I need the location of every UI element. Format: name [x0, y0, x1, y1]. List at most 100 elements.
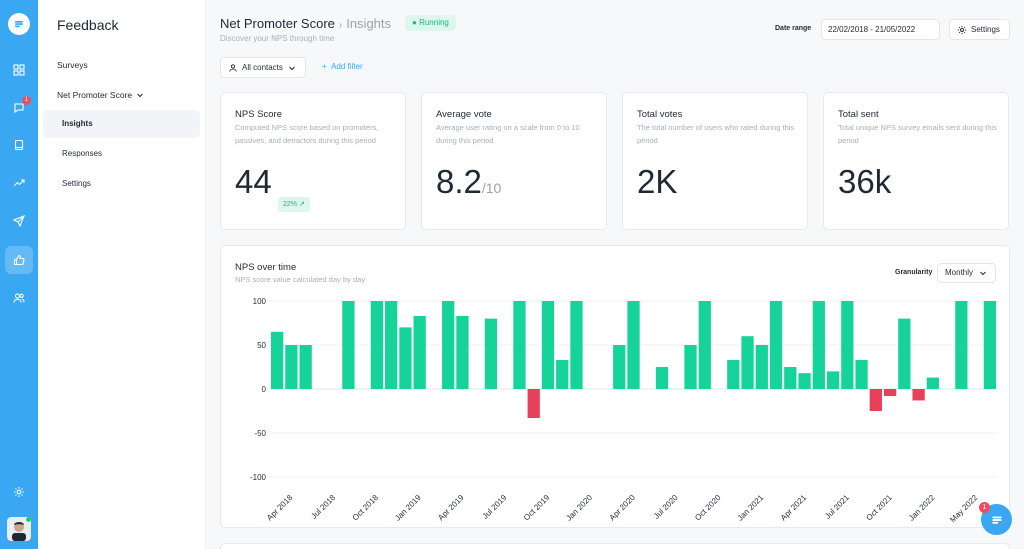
chart-bar — [442, 301, 455, 389]
x-tick-label: Apr 2018 — [265, 493, 295, 523]
chart-bar — [684, 345, 697, 389]
delta-value: 22% — [283, 201, 298, 208]
gear-icon[interactable] — [5, 478, 33, 506]
y-tick-label: 50 — [257, 341, 266, 350]
chart-bar — [741, 336, 754, 389]
total-votes-card: Total votes The total number of users wh… — [622, 92, 808, 230]
x-tick-label: May 2022 — [948, 493, 980, 525]
page-title: Net Promoter Score › Insights — [220, 16, 391, 31]
settings-button-label: Settings — [971, 25, 1000, 34]
granularity-label: Granularity — [895, 269, 933, 276]
chart-bar — [342, 301, 355, 389]
chat-icon[interactable]: 1 — [5, 94, 33, 122]
card-title: Total sent — [838, 109, 879, 120]
chart-bar — [912, 389, 925, 401]
arrow-up-right-icon: ↗ — [298, 201, 305, 208]
chart-bar — [399, 327, 412, 389]
card-description: Total unique NPS survey emails sent duri… — [838, 123, 997, 145]
sidebar-item-settings[interactable]: Settings — [62, 179, 91, 188]
chart-bar — [513, 301, 526, 389]
chart-bar — [784, 367, 797, 389]
settings-button[interactable]: Settings — [949, 19, 1010, 40]
chart-bar — [627, 301, 640, 389]
chart-bar — [755, 345, 768, 389]
chart-bar — [926, 377, 939, 389]
notification-badge: 1 — [22, 96, 31, 105]
card-description: Computed NPS score based on promoters, p… — [235, 123, 379, 145]
sidebar-section-nps[interactable]: Net Promoter Score — [57, 90, 144, 100]
chart-bar — [955, 301, 968, 389]
book-icon[interactable] — [5, 131, 33, 159]
chart-bar — [484, 318, 498, 389]
sidebar-item-surveys[interactable]: Surveys — [57, 60, 88, 70]
card-title: NPS Score — [235, 109, 282, 120]
chat-badge: 1 — [979, 502, 990, 513]
nps-score-card: NPS Score Computed NPS score based on pr… — [220, 92, 406, 230]
x-tick-label: Jan 2019 — [393, 493, 423, 523]
y-tick-label: 100 — [253, 297, 267, 306]
x-tick-label: Jul 2019 — [481, 493, 509, 521]
trending-icon[interactable] — [5, 169, 33, 197]
chart-bar — [370, 301, 384, 389]
nps-bar-chart: 100 50 0 -50 -100 Apr 2018 Jul 2018 Oct 2018 Jan… — [250, 297, 998, 525]
chart-bar — [299, 345, 312, 389]
user-icon — [229, 63, 237, 72]
sidebar-section-label: Net Promoter Score — [57, 90, 133, 100]
x-tick-label: Jul 2021 — [823, 493, 851, 521]
card-title: Average vote — [436, 109, 492, 120]
chart-bar — [883, 389, 897, 397]
date-range-input[interactable]: 22/02/2018 - 21/05/2022 — [821, 19, 940, 40]
x-tick-label: Oct 2020 — [693, 493, 723, 523]
date-range-label: Date range — [775, 25, 812, 32]
granularity-select[interactable]: Monthly — [937, 263, 996, 283]
add-filter-label: Add filter — [331, 62, 363, 71]
chart-bar — [285, 345, 298, 389]
granularity-value: Monthly — [945, 268, 974, 277]
chart-bar — [655, 367, 669, 389]
chart-bar — [613, 345, 626, 389]
contacts-filter-dropdown[interactable]: All contacts — [220, 57, 306, 78]
chart-bar — [826, 371, 840, 389]
y-tick-label: 0 — [262, 385, 267, 394]
chart-bar — [541, 301, 555, 389]
app-logo-icon[interactable] — [8, 13, 30, 35]
chart-bar — [898, 318, 911, 389]
chart-bar — [271, 331, 284, 389]
sidebar-item-responses[interactable]: Responses — [62, 149, 103, 158]
chart-bar — [556, 359, 569, 389]
x-tick-label: Jul 2020 — [652, 493, 680, 521]
avatar[interactable] — [7, 517, 31, 541]
card-value: 44 — [235, 163, 272, 200]
contacts-filter-label: All contacts — [242, 63, 283, 72]
sidebar-title: Feedback — [57, 17, 119, 33]
card-description: Average user rating on a scale from 0 to… — [436, 123, 580, 145]
gear-icon — [957, 25, 967, 34]
x-tick-label: Oct 2019 — [522, 493, 552, 523]
add-filter-button[interactable]: + Add filter — [322, 62, 363, 71]
y-tick-label: -100 — [250, 473, 267, 482]
chevron-down-icon — [980, 271, 986, 276]
send-icon[interactable] — [5, 207, 33, 235]
breadcrumb[interactable]: Insights — [346, 16, 392, 31]
chart-subtitle: NPS score value calculated day by day — [235, 275, 366, 284]
x-tick-label: Jan 2021 — [736, 493, 766, 523]
x-tick-label: Jan 2020 — [564, 493, 594, 523]
online-status-dot — [25, 517, 31, 523]
x-tick-label: Oct 2021 — [864, 493, 894, 523]
sidebar-item-insights[interactable]: Insights — [43, 110, 200, 138]
users-icon[interactable] — [5, 284, 33, 312]
status-badge-label: Running — [419, 18, 449, 27]
card-title: Total votes — [637, 109, 683, 120]
average-vote-card: Average vote Average user rating on a sc… — [421, 92, 607, 230]
chart-bar — [983, 301, 997, 389]
chart-bar — [385, 301, 398, 389]
chat-launcher-button[interactable]: 1 — [979, 502, 1012, 535]
breadcrumb-separator-icon: › — [338, 20, 343, 31]
dashboard-icon[interactable] — [5, 56, 33, 84]
thumbs-up-icon[interactable] — [5, 246, 33, 274]
card-value: 2K — [637, 163, 678, 200]
chart-bar — [413, 315, 426, 389]
card-value: 8.2/10 — [436, 163, 501, 201]
chat-logo-icon — [991, 516, 1002, 524]
card-description: The total number of users who rated duri… — [637, 123, 795, 145]
